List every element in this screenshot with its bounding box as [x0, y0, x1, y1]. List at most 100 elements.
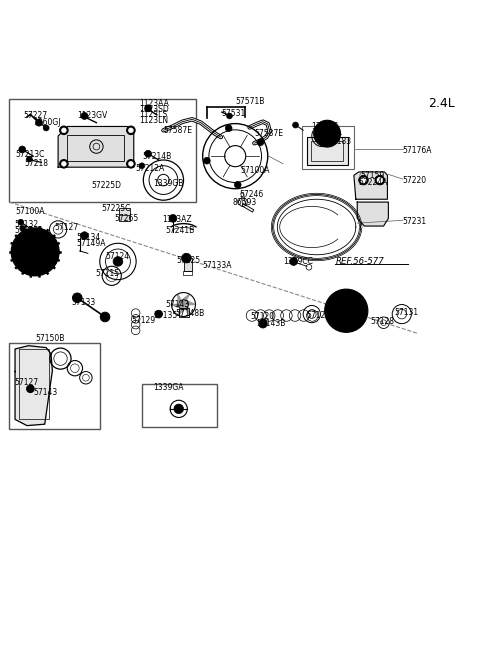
Text: 1123SD: 1123SD	[140, 105, 169, 114]
Circle shape	[60, 126, 68, 135]
Circle shape	[139, 163, 145, 168]
Circle shape	[227, 113, 232, 119]
Circle shape	[337, 317, 344, 324]
Circle shape	[259, 320, 267, 328]
Circle shape	[18, 219, 24, 225]
Text: 57125: 57125	[177, 256, 201, 265]
Text: 57220: 57220	[403, 176, 427, 185]
Text: 57143B: 57143B	[257, 319, 286, 328]
Circle shape	[72, 293, 82, 303]
Bar	[19, 348, 48, 419]
Circle shape	[127, 160, 135, 168]
Text: 1339GA: 1339GA	[153, 383, 183, 392]
Text: 57224A: 57224A	[359, 178, 388, 187]
Circle shape	[11, 228, 59, 276]
Text: 57225C: 57225C	[101, 204, 131, 214]
Bar	[120, 208, 130, 221]
Bar	[142, 384, 217, 427]
Bar	[9, 99, 196, 202]
Text: 1339GB: 1339GB	[153, 179, 183, 189]
Text: 57246: 57246	[239, 190, 264, 199]
Text: 57212A: 57212A	[136, 164, 165, 173]
Text: 57176A: 57176A	[403, 146, 432, 155]
Circle shape	[61, 161, 66, 166]
Circle shape	[28, 245, 42, 259]
Text: 57241B: 57241B	[166, 227, 195, 235]
Circle shape	[204, 157, 210, 164]
Text: 57587E: 57587E	[163, 126, 192, 135]
Text: 57130B: 57130B	[335, 303, 364, 312]
Circle shape	[348, 297, 355, 304]
Text: 1123AA: 1123AA	[140, 99, 169, 108]
Circle shape	[100, 312, 110, 322]
Text: 57120: 57120	[251, 312, 275, 322]
Text: 57134: 57134	[76, 233, 101, 242]
Text: 1339CC: 1339CC	[283, 257, 313, 266]
Polygon shape	[178, 305, 183, 315]
Text: REF.56-577: REF.56-577	[336, 257, 384, 266]
Circle shape	[354, 307, 361, 314]
Text: 57213C: 57213C	[15, 150, 45, 159]
Text: 57531: 57531	[222, 109, 246, 118]
Text: 57100A: 57100A	[240, 166, 269, 175]
Bar	[9, 343, 100, 429]
Circle shape	[234, 181, 241, 188]
Circle shape	[26, 385, 34, 392]
Circle shape	[331, 307, 338, 314]
Circle shape	[26, 156, 32, 162]
Text: 57143: 57143	[33, 388, 58, 397]
Text: 57129: 57129	[131, 316, 155, 325]
Circle shape	[314, 121, 340, 147]
Circle shape	[23, 238, 30, 245]
Circle shape	[324, 290, 368, 332]
Circle shape	[377, 178, 383, 183]
Text: 57225D: 57225D	[92, 181, 121, 191]
Text: 57571B: 57571B	[235, 97, 264, 106]
Circle shape	[339, 304, 353, 318]
Circle shape	[375, 176, 384, 185]
Polygon shape	[183, 302, 195, 305]
Text: 1123LN: 1123LN	[140, 116, 168, 125]
Text: 57227: 57227	[24, 111, 48, 121]
Bar	[67, 135, 124, 161]
Text: 57115: 57115	[96, 269, 120, 278]
Text: 57132A: 57132A	[14, 227, 44, 235]
Polygon shape	[58, 126, 134, 167]
Circle shape	[41, 239, 48, 246]
Text: 57587E: 57587E	[254, 129, 283, 138]
Circle shape	[169, 215, 177, 222]
Text: 57265: 57265	[115, 214, 139, 223]
Circle shape	[348, 317, 355, 324]
Text: 2.4L: 2.4L	[428, 97, 455, 110]
Circle shape	[129, 161, 133, 166]
Text: 57124: 57124	[105, 252, 129, 261]
Bar	[183, 257, 192, 271]
Text: 57148B: 57148B	[175, 309, 204, 318]
Circle shape	[81, 113, 88, 119]
Circle shape	[43, 125, 49, 131]
Text: 57126: 57126	[14, 249, 38, 258]
Circle shape	[127, 126, 135, 135]
Text: 57128: 57128	[370, 317, 394, 326]
Bar	[182, 271, 192, 275]
Circle shape	[290, 257, 298, 265]
Circle shape	[337, 297, 344, 304]
Text: 57133: 57133	[72, 298, 96, 307]
Polygon shape	[354, 172, 387, 199]
Text: 57143: 57143	[166, 300, 190, 309]
Circle shape	[20, 225, 25, 231]
Bar	[311, 141, 343, 161]
Circle shape	[60, 160, 68, 168]
Polygon shape	[183, 294, 190, 305]
Text: 57231: 57231	[403, 217, 427, 226]
Circle shape	[359, 176, 368, 185]
Text: 57127: 57127	[14, 378, 38, 387]
Circle shape	[36, 119, 42, 126]
Text: 86593: 86593	[233, 198, 257, 206]
Polygon shape	[183, 305, 190, 315]
Text: 57135: 57135	[153, 311, 177, 320]
Circle shape	[319, 125, 336, 142]
Circle shape	[360, 178, 366, 183]
Circle shape	[129, 128, 133, 133]
Text: 1360GJ: 1360GJ	[33, 118, 61, 127]
